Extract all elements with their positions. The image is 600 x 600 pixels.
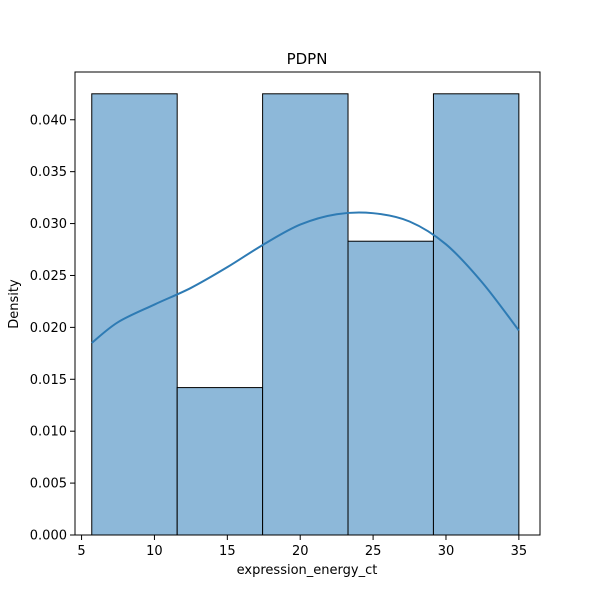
x-tick-label: 20	[292, 544, 309, 559]
histogram-bar-2	[176, 387, 264, 536]
chart-title: PDPN	[287, 50, 328, 68]
y-axis-ticks: 0.000 0.005 0.010 0.015 0.020 0.025 0.030 0.035…	[30, 113, 75, 544]
y-tick-label: 0.025	[30, 269, 67, 284]
histogram-bar-5	[432, 93, 520, 536]
y-axis-label: Density	[7, 279, 22, 329]
y-tick-label: 0.005	[30, 477, 67, 492]
plot-area	[74, 71, 541, 536]
y-tick-label: 0.030	[30, 217, 67, 232]
histogram-bars	[91, 93, 520, 536]
histogram-bar-4	[347, 240, 434, 536]
x-axis-label: expression_energy_ct	[237, 563, 378, 578]
y-tick-label: 0.020	[30, 321, 67, 336]
x-tick-label: 25	[365, 544, 382, 559]
kde-curve	[91, 211, 520, 344]
y-tick-label: 0.000	[30, 529, 67, 544]
y-tick-label: 0.035	[30, 165, 67, 180]
y-tick-label: 0.015	[30, 373, 67, 388]
y-tick-label: 0.040	[30, 113, 67, 128]
x-tick-label: 5	[77, 544, 85, 559]
y-tick-label: 0.010	[30, 425, 67, 440]
x-tick-label: 35	[511, 544, 528, 559]
axes-frame	[74, 71, 541, 536]
x-tick-label: 10	[146, 544, 163, 559]
x-tick-label: 15	[219, 544, 236, 559]
x-axis-ticks: 5 10 15 20 25 30 35	[77, 535, 527, 559]
histogram-bar-3	[262, 93, 349, 536]
x-tick-label: 30	[438, 544, 455, 559]
